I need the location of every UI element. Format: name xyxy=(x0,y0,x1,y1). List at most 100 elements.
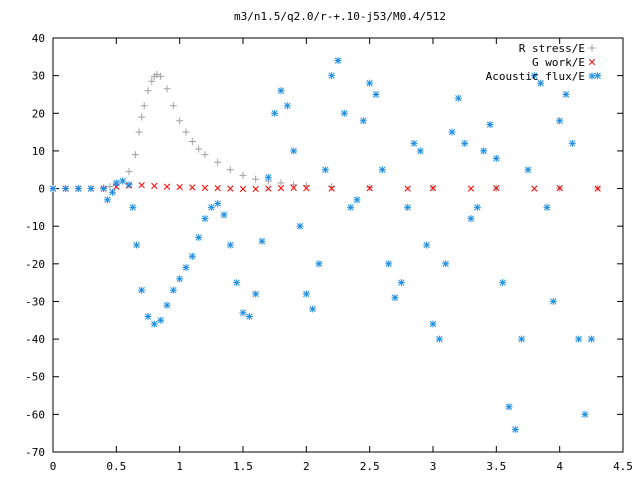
x-tick-label: 3.5 xyxy=(486,460,506,473)
data-point xyxy=(391,294,399,302)
data-point xyxy=(473,203,481,211)
data-point xyxy=(315,260,323,268)
data-point xyxy=(163,183,171,190)
data-point xyxy=(265,185,272,192)
data-point xyxy=(277,87,285,95)
series-layer xyxy=(49,57,602,433)
x-axis: 0 0.5 1 1.5 2 2.5 3 3.5 4 4.5 xyxy=(50,38,633,473)
data-point xyxy=(467,215,475,223)
x-tick-label: 1 xyxy=(176,460,183,473)
data-point xyxy=(410,139,418,147)
data-point xyxy=(133,241,141,249)
data-point xyxy=(530,72,538,80)
data-point xyxy=(163,85,171,93)
data-point xyxy=(169,286,177,294)
data-point xyxy=(140,102,148,110)
legend-marker xyxy=(588,72,596,80)
data-point xyxy=(176,117,184,125)
data-point xyxy=(201,151,209,159)
data-point xyxy=(103,196,111,204)
data-point xyxy=(296,222,304,230)
data-point xyxy=(226,241,234,249)
data-point xyxy=(397,279,405,287)
data-point xyxy=(505,403,513,411)
legend-marker xyxy=(588,44,596,52)
data-point xyxy=(138,113,146,121)
data-point xyxy=(252,175,260,183)
data-point xyxy=(328,72,336,80)
data-point xyxy=(568,139,576,147)
data-point xyxy=(442,260,450,268)
data-point xyxy=(163,301,171,309)
x-tick-label: 2 xyxy=(303,460,310,473)
data-point xyxy=(302,290,310,298)
data-point xyxy=(239,309,247,317)
data-point xyxy=(195,145,203,153)
data-point xyxy=(148,77,156,85)
x-tick-label: 4.5 xyxy=(613,460,633,473)
chart-title: m3/n1.5/q2.0/r-+.10-j53/M0.4/512 xyxy=(234,10,446,23)
data-point xyxy=(144,87,152,95)
series-0 xyxy=(49,71,602,193)
y-axis: 40 30 20 10 0 -10 -20 -30 -40 -50 -60 -70 xyxy=(25,32,623,459)
data-point xyxy=(226,166,234,174)
data-point xyxy=(49,185,57,193)
data-point xyxy=(169,102,177,110)
y-tick-label: -40 xyxy=(25,333,45,346)
data-point xyxy=(435,335,443,343)
data-point xyxy=(511,425,519,433)
plot-frame xyxy=(52,37,624,453)
data-point xyxy=(543,203,551,211)
y-tick-label: -20 xyxy=(25,258,45,271)
data-point xyxy=(119,177,127,185)
data-point xyxy=(176,183,183,191)
data-point xyxy=(214,200,222,208)
data-point xyxy=(239,171,247,179)
series-1 xyxy=(49,182,601,193)
data-point xyxy=(182,128,190,136)
data-point xyxy=(366,79,374,87)
y-tick-label: 20 xyxy=(32,107,45,120)
data-point xyxy=(429,185,437,192)
data-point xyxy=(277,185,285,192)
data-point xyxy=(461,139,469,147)
data-point xyxy=(404,203,412,211)
data-point xyxy=(556,117,564,125)
data-point xyxy=(480,147,488,155)
x-tick-label: 3 xyxy=(430,460,437,473)
data-point xyxy=(131,151,139,159)
data-point xyxy=(486,121,494,129)
data-point xyxy=(144,313,152,321)
data-point xyxy=(252,290,260,298)
data-point xyxy=(562,90,570,98)
data-point xyxy=(201,184,209,191)
legend-marker xyxy=(588,58,596,66)
data-point xyxy=(227,185,234,192)
data-point xyxy=(404,185,411,192)
data-point xyxy=(150,320,158,328)
data-point xyxy=(62,185,70,193)
legend-label: Acoustic flux/E xyxy=(486,70,585,83)
data-point xyxy=(233,279,241,287)
data-point xyxy=(594,185,601,192)
data-point xyxy=(524,166,532,174)
data-point xyxy=(537,79,545,87)
data-point xyxy=(328,185,335,192)
data-point xyxy=(214,158,222,166)
y-tick-label: 10 xyxy=(32,145,45,158)
data-point xyxy=(252,185,259,193)
data-point xyxy=(359,117,367,125)
data-point xyxy=(340,109,348,117)
data-point xyxy=(492,154,500,162)
data-point xyxy=(138,286,146,294)
x-tick-label: 1.5 xyxy=(233,460,253,473)
data-point xyxy=(106,183,114,191)
data-point xyxy=(303,185,310,192)
data-point xyxy=(347,203,355,211)
y-tick-label: 40 xyxy=(32,32,45,45)
data-point xyxy=(112,179,120,187)
y-tick-label: -70 xyxy=(25,446,45,459)
data-point xyxy=(290,147,298,155)
